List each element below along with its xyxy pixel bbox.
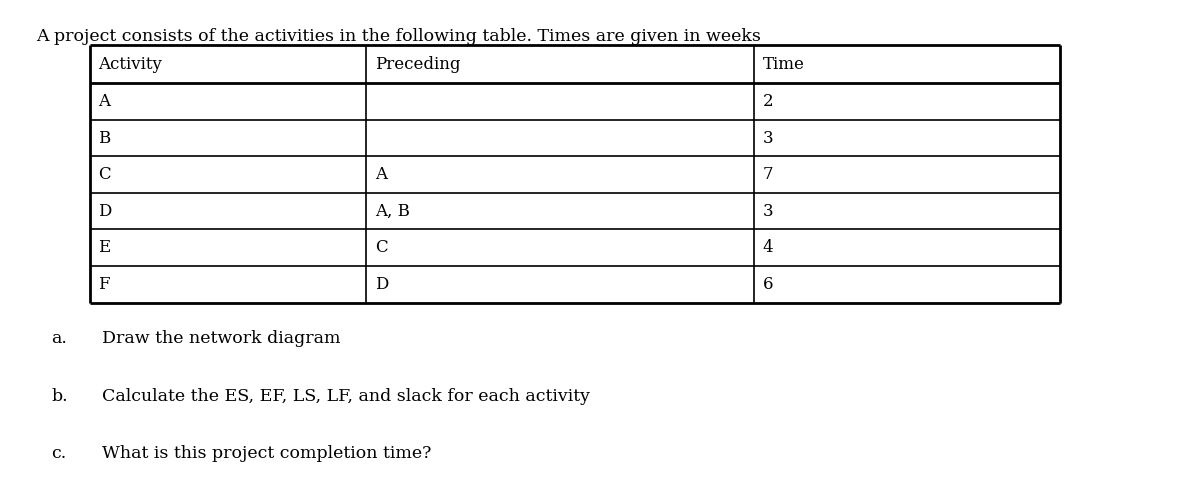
Text: 2: 2	[762, 93, 773, 110]
Text: 3: 3	[762, 203, 773, 219]
Text: C: C	[98, 166, 112, 183]
Text: c.: c.	[52, 445, 67, 462]
Text: Activity: Activity	[98, 56, 162, 73]
Text: A: A	[98, 93, 110, 110]
Text: a.: a.	[52, 330, 67, 347]
Text: Preceding: Preceding	[374, 56, 461, 73]
Text: C: C	[374, 239, 388, 256]
Text: Calculate the ES, EF, LS, LF, and slack for each activity: Calculate the ES, EF, LS, LF, and slack …	[102, 388, 590, 405]
Text: What is this project completion time?: What is this project completion time?	[102, 445, 431, 462]
Text: 6: 6	[762, 276, 773, 293]
Text: D: D	[374, 276, 388, 293]
Text: F: F	[98, 276, 110, 293]
Text: 4: 4	[762, 239, 773, 256]
Text: Time: Time	[762, 56, 804, 73]
Text: A: A	[374, 166, 386, 183]
Text: 7: 7	[762, 166, 773, 183]
Text: Draw the network diagram: Draw the network diagram	[102, 330, 341, 347]
Text: D: D	[98, 203, 112, 219]
Text: A project consists of the activities in the following table. Times are given in : A project consists of the activities in …	[36, 28, 761, 45]
Text: E: E	[98, 239, 110, 256]
Text: A, B: A, B	[374, 203, 409, 219]
Text: b.: b.	[52, 388, 68, 405]
Text: 3: 3	[762, 130, 773, 146]
Text: B: B	[98, 130, 110, 146]
